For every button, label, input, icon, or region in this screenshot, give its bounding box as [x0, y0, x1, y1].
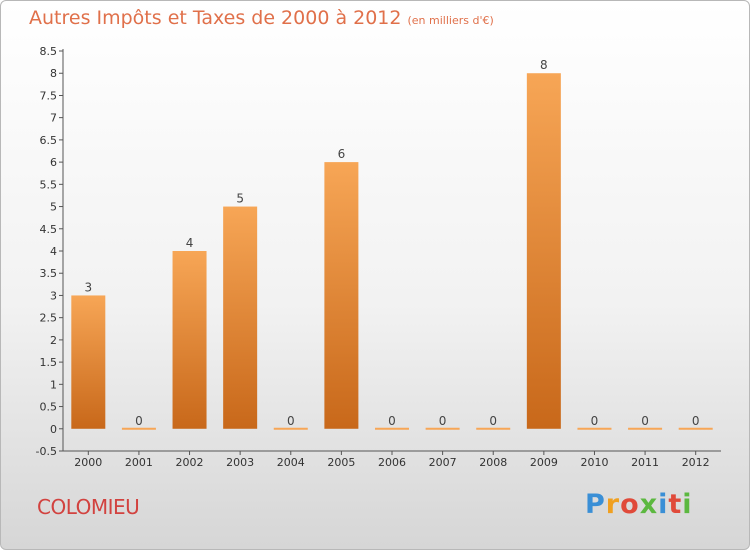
data-labels: 3 0 4 5 0 6 0 0 0 8 0 0 0: [84, 58, 699, 428]
logo-letter: o: [620, 489, 640, 520]
y-tick-label: 0: [50, 423, 57, 436]
x-tick-label-2011: 2011: [631, 456, 659, 469]
y-tick-label: 1.5: [40, 356, 58, 369]
y-tick-label: 7.5: [40, 89, 58, 102]
y-tick-label: -0.5: [36, 445, 57, 458]
x-tick-label-2012: 2012: [682, 456, 710, 469]
bar-2005: [324, 162, 359, 429]
y-tick-label: 4.5: [40, 223, 58, 236]
chart-unit: (en milliers d'€): [407, 14, 494, 27]
data-label-2000: 3: [84, 280, 92, 294]
data-label-2005: 6: [338, 147, 346, 161]
x-tick-label-2010: 2010: [580, 456, 608, 469]
y-tick-label: 3: [50, 289, 57, 302]
y-tick-label: 3.5: [40, 267, 58, 280]
chart-title: Autres Impôts et Taxes de 2000 à 2012 (en…: [29, 7, 494, 29]
y-tick-label: 1: [50, 378, 57, 391]
y-tick-label: 2.5: [40, 312, 58, 325]
data-label-2003: 5: [236, 192, 244, 206]
y-tick-label: 6: [50, 156, 57, 169]
x-tick-label-2007: 2007: [429, 456, 457, 469]
logo-letter: t: [668, 489, 683, 520]
logo-letter: i: [682, 489, 693, 520]
data-label-2001: 0: [135, 414, 143, 428]
y-tick-label: 2: [50, 334, 57, 347]
logo-letter: i: [658, 489, 669, 520]
data-label-2002: 4: [186, 236, 194, 250]
y-tick-label: 6.5: [40, 134, 58, 147]
data-label-2004: 0: [287, 414, 295, 428]
x-tick-label-2002: 2002: [176, 456, 204, 469]
x-tick-label-2006: 2006: [378, 456, 406, 469]
bar-2003: [223, 206, 258, 429]
bar-2000: [71, 295, 106, 429]
bar-2002: [172, 251, 207, 429]
proxiti-logo[interactable]: Proxiti: [585, 489, 693, 520]
x-tick-label-2003: 2003: [226, 456, 254, 469]
logo-letter: P: [585, 489, 606, 520]
data-label-2008: 0: [489, 414, 497, 428]
x-tick-label-2009: 2009: [530, 456, 558, 469]
x-tick-label-2004: 2004: [277, 456, 305, 469]
bars: [71, 73, 713, 430]
y-tick-label: 4: [50, 245, 57, 258]
bar-2009: [526, 73, 561, 429]
x-tick-label-2008: 2008: [479, 456, 507, 469]
data-label-2007: 0: [439, 414, 447, 428]
y-tick-label: 8: [50, 67, 57, 80]
data-label-2012: 0: [692, 414, 700, 428]
y-tick-label: 7: [50, 112, 57, 125]
data-label-2010: 0: [591, 414, 599, 428]
axes: -0.5 0 0.5 1 1.5 2 2.5 3 3.5 4 4.5 5 5.5 6 6.5 7 7.5 8 8.5…: [36, 45, 721, 469]
y-tick-label: 5.5: [40, 178, 58, 191]
x-tick-label-2005: 2005: [327, 456, 355, 469]
data-label-2006: 0: [388, 414, 396, 428]
logo-letter: r: [605, 489, 621, 520]
x-tick-label-2001: 2001: [125, 456, 153, 469]
data-label-2009: 8: [540, 58, 548, 72]
y-tick-label: 5: [50, 201, 57, 214]
data-label-2011: 0: [641, 414, 649, 428]
commune-name: COLOMIEU: [37, 495, 140, 519]
chart-title-text: Autres Impôts et Taxes de 2000 à 2012: [29, 7, 402, 29]
y-tick-label: 8.5: [40, 45, 58, 58]
y-tick-label: 0.5: [40, 401, 58, 414]
logo-letter: x: [639, 489, 659, 520]
x-tick-label-2000: 2000: [74, 456, 102, 469]
